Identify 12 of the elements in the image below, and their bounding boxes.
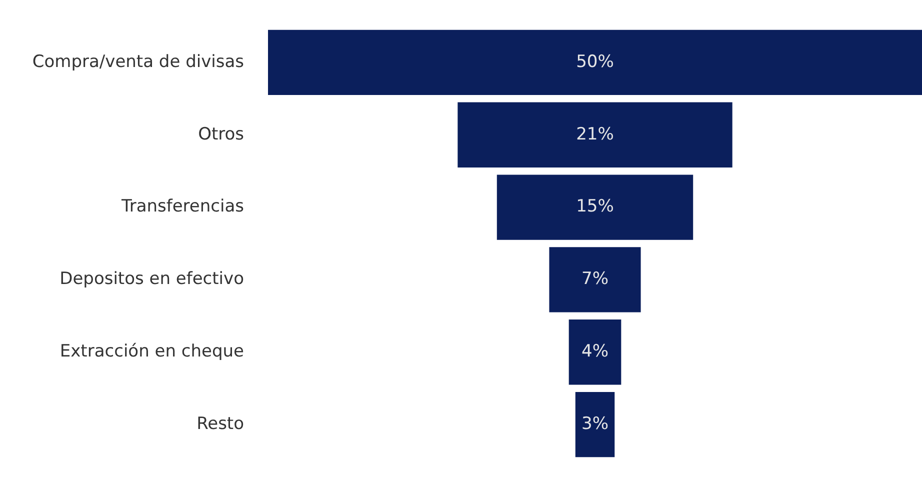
category-label: Extracción en cheque — [60, 342, 244, 362]
data-label: 21% — [576, 124, 614, 144]
data-label: 4% — [582, 342, 608, 362]
category-label: Compra/venta de divisas — [32, 52, 244, 72]
data-label: 15% — [576, 196, 614, 217]
category-label: Transferencias — [120, 196, 244, 217]
data-label: 3% — [582, 414, 608, 434]
category-label: Otros — [198, 124, 244, 144]
data-label: 50% — [576, 52, 614, 72]
data-label: 7% — [582, 269, 608, 290]
category-label: Depositos en efectivo — [60, 269, 244, 290]
category-label: Resto — [196, 414, 244, 434]
